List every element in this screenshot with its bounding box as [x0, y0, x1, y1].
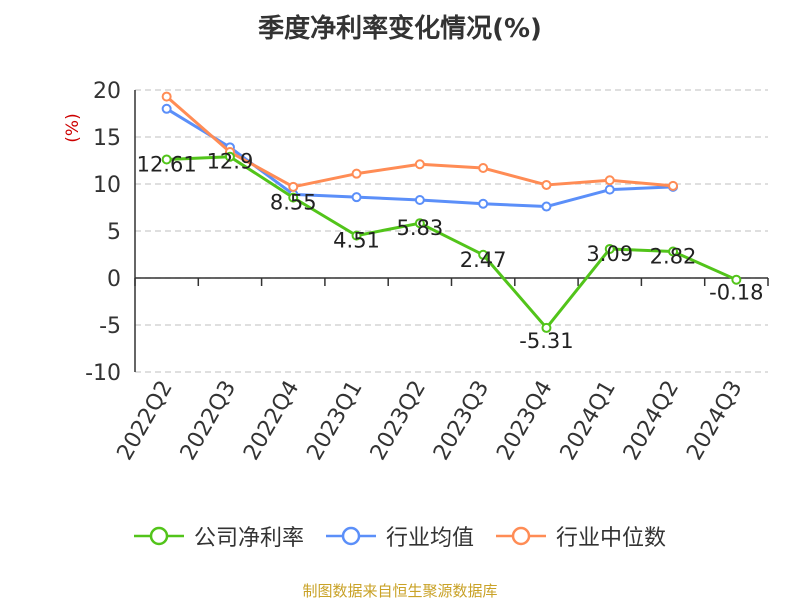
x-tick-label: 2022Q3 [176, 377, 241, 465]
series-point [478, 163, 489, 174]
series-layer [161, 91, 742, 333]
source-note: 制图数据来自恒生聚源数据库 [302, 582, 498, 600]
series-point [288, 192, 299, 203]
legend-label: 公司净利率 [193, 526, 304, 551]
legend-swatch [496, 526, 546, 546]
series-point [668, 180, 679, 191]
data-label: 3.09 [586, 242, 633, 266]
series-point [541, 201, 552, 212]
series-point [414, 194, 425, 205]
y-tick-label: -5 [99, 314, 121, 339]
series-point [478, 198, 489, 209]
data-label: 4.51 [333, 229, 380, 253]
y-tick-label: 15 [93, 126, 121, 151]
x-tick-label: 2022Q2 [113, 377, 178, 465]
series-point [288, 181, 299, 192]
series-point [161, 103, 172, 114]
x-tick-label: 2023Q3 [429, 377, 494, 465]
series-point [541, 179, 552, 190]
series-point [604, 175, 615, 186]
x-tick-label: 2023Q2 [366, 376, 431, 464]
series-point [731, 274, 742, 285]
series-point [351, 230, 362, 241]
x-tick-label: 2023Q1 [302, 377, 367, 465]
x-tick-label: 2024Q1 [556, 377, 621, 465]
legend-item: 公司净利率 [133, 520, 304, 552]
data-label: 12.61 [137, 152, 197, 176]
y-tick-label: 0 [107, 267, 121, 292]
series-point [541, 322, 552, 333]
series-point [351, 168, 362, 179]
x-tick-label: 2023Q4 [492, 377, 557, 465]
y-tick-label: 20 [93, 79, 121, 104]
y-tick-label: 5 [107, 220, 121, 245]
series-point [161, 154, 172, 165]
legend-label: 行业均值 [385, 526, 474, 551]
data-label: 5.83 [396, 216, 443, 240]
legend: 公司净利率 行业均值 行业中位数 [0, 520, 800, 552]
x-tick-label: 2024Q3 [682, 377, 747, 465]
data-label: -5.31 [519, 329, 573, 353]
x-tick-label: 2022Q4 [239, 377, 304, 465]
label-layer: 12.61 12.9 8.55 4.51 5.83 2.47 -5.31 3.09 2.82 -0… [137, 150, 764, 353]
series-line [166, 155, 737, 330]
series-point [161, 91, 172, 102]
data-label: 2.47 [460, 248, 507, 272]
series-point [604, 184, 615, 195]
data-label: 8.55 [270, 191, 317, 215]
legend-item: 行业均值 [325, 520, 474, 552]
series-point [414, 218, 425, 229]
legend-label: 行业中位数 [556, 526, 667, 551]
y-tick-label: -10 [85, 361, 121, 386]
data-label: -0.18 [709, 281, 763, 305]
legend-item: 行业中位数 [496, 520, 666, 552]
series-point [224, 151, 235, 162]
series-point [668, 246, 679, 257]
data-label: 2.82 [650, 244, 697, 268]
x-tick-label: 2024Q2 [619, 377, 684, 465]
chart-title: 季度净利率变化情况(%) [258, 14, 542, 44]
series-point [604, 243, 615, 254]
legend-swatch [325, 526, 376, 546]
y-tick-label: 10 [93, 173, 121, 198]
series-point [478, 249, 489, 260]
grid-layer [135, 89, 768, 373]
data-label: 12.9 [207, 150, 254, 174]
y-axis-label: (%) [63, 113, 83, 142]
series-point [414, 159, 425, 170]
series-point [351, 192, 362, 203]
legend-swatch [133, 526, 184, 546]
